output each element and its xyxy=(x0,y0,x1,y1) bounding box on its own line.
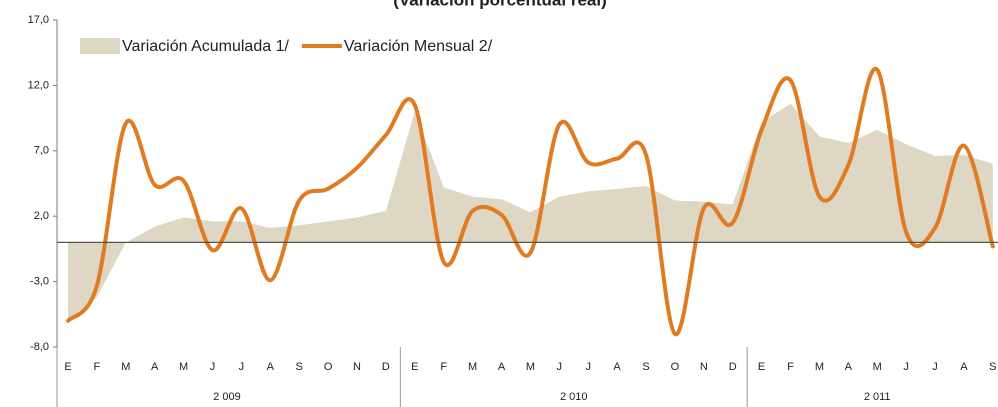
x-tick-label: J xyxy=(903,361,909,373)
line xyxy=(66,66,995,336)
x-tick-label: N xyxy=(700,361,708,373)
x-tick-label: A xyxy=(845,361,853,373)
x-tick-label: F xyxy=(440,361,447,373)
x-tick-label: A xyxy=(267,361,275,373)
group-label: 2 010 xyxy=(560,391,588,403)
chart-title: (Variación porcentual real) xyxy=(393,0,607,9)
x-tick-label: F xyxy=(94,361,101,373)
y-tick-label: 12,0 xyxy=(28,79,49,91)
x-tick-label: O xyxy=(324,361,333,373)
y-tick-label: 17,0 xyxy=(28,14,49,26)
legend-label: Variación Acumulada 1/ xyxy=(122,38,289,55)
legend-label: Variación Mensual 2/ xyxy=(344,38,493,55)
x-tick-label: M xyxy=(121,361,130,373)
x-tick-label: S xyxy=(296,361,303,373)
x-tick-label: E xyxy=(64,361,71,373)
x-tick-label: J xyxy=(585,361,591,373)
x-tick-label: J xyxy=(239,361,245,373)
x-tick-label: D xyxy=(729,361,737,373)
x-tick-label: J xyxy=(210,361,216,373)
group-label: 2 011 xyxy=(864,391,891,403)
x-tick-label: J xyxy=(557,361,563,373)
x-tick-label: A xyxy=(960,361,968,373)
x-tick-label: N xyxy=(353,361,361,373)
x-tick-label: M xyxy=(526,361,535,373)
x-tick-label: E xyxy=(758,361,765,373)
group-label: 2 009 xyxy=(213,391,241,403)
x-tick-label: A xyxy=(498,361,506,373)
x-tick-label: M xyxy=(468,361,477,373)
x-tick-label: M xyxy=(179,361,188,373)
x-tick-label: J xyxy=(932,361,938,373)
legend-swatch xyxy=(80,38,120,54)
y-tick-label: 7,0 xyxy=(34,145,49,157)
x-tick-label: A xyxy=(151,361,159,373)
x-tick-label: E xyxy=(411,361,418,373)
area xyxy=(68,103,993,321)
x-tick-label: S xyxy=(989,361,996,373)
y-tick-label: -3,0 xyxy=(30,276,49,288)
x-tick-label: M xyxy=(815,361,824,373)
x-tick-label: A xyxy=(613,361,621,373)
x-tick-label: M xyxy=(873,361,882,373)
y-tick-label: -8,0 xyxy=(30,341,49,353)
x-tick-label: F xyxy=(787,361,794,373)
x-tick-label: S xyxy=(642,361,649,373)
y-tick-label: 2,0 xyxy=(34,210,49,222)
x-tick-label: D xyxy=(382,361,390,373)
x-tick-label: O xyxy=(671,361,680,373)
